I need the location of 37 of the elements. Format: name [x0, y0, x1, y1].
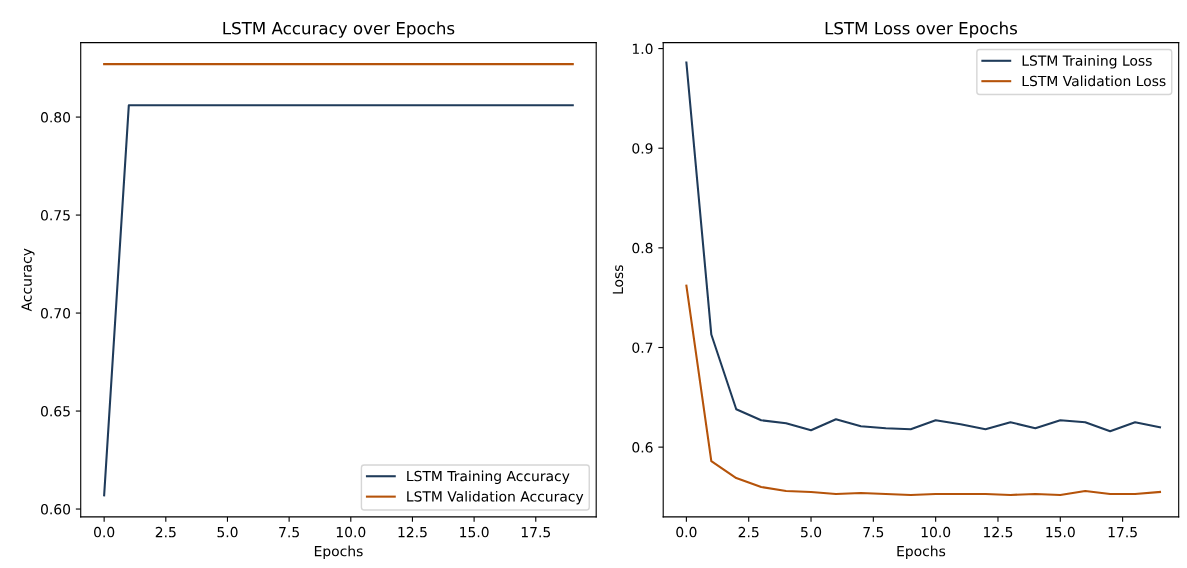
y-tick-label: 0.60	[40, 504, 71, 515]
chart-title: LSTM Loss over Epochs	[825, 21, 1018, 38]
y-tick-label: 0.80	[40, 112, 71, 123]
x-tick-label: 15.0	[1046, 526, 1075, 538]
y-axis-title: Loss	[612, 265, 624, 294]
chart-title: LSTM Accuracy over Epochs	[223, 21, 455, 38]
x-tick-label: 7.5	[279, 527, 299, 538]
x-tick-label: 2.5	[738, 526, 759, 538]
x-tick-label: 0.0	[94, 526, 115, 538]
y-axis-title: Accuracy	[21, 248, 35, 312]
x-tick-label: 17.5	[1108, 527, 1137, 538]
legend-label: LSTM Validation Loss	[1022, 75, 1166, 87]
x-tick-label: 12.5	[984, 526, 1013, 538]
y-tick-label: 0.8	[632, 242, 653, 254]
y-tick-label: 0.9	[632, 143, 653, 154]
y-tick-label: 0.75	[40, 210, 70, 221]
x-tick-label: 12.5	[398, 526, 427, 538]
x-axis-title: Epochs	[314, 545, 363, 560]
x-tick-label: 10.0	[921, 526, 951, 538]
legend-label: LSTM Training Accuracy	[407, 470, 570, 484]
x-tick-label: 10.0	[336, 526, 366, 538]
x-axis-title: Epochs	[897, 545, 946, 560]
x-tick-label: 5.0	[217, 526, 238, 538]
line-series	[685, 284, 1162, 496]
x-tick-label: 5.0	[801, 526, 822, 538]
x-tick-label: 2.5	[155, 526, 176, 538]
x-tick-label: 0.0	[676, 526, 697, 538]
legend-label: LSTM Training Loss	[1022, 55, 1152, 69]
y-tick-label: 0.7	[632, 342, 653, 353]
legend-label: LSTM Validation Accuracy	[407, 490, 584, 505]
y-tick-label: 0.6	[632, 442, 653, 453]
x-tick-label: 7.5	[863, 527, 884, 538]
y-tick-label: 0.65	[40, 406, 70, 417]
x-tick-label: 15.0	[460, 526, 489, 538]
x-tick-label: 17.5	[521, 527, 551, 538]
y-tick-label: 0.70	[40, 308, 71, 319]
y-tick-label: 1.0	[632, 43, 653, 55]
